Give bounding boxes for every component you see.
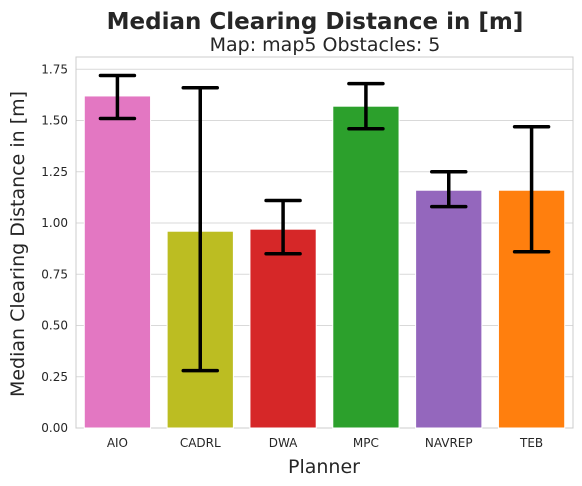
- chart-subtitle: Map: map5 Obstacles: 5: [210, 34, 441, 56]
- error-bar-navrep: [430, 170, 468, 209]
- y-gridlines: [76, 68, 573, 429]
- y-tick-label: 0.00: [41, 421, 68, 435]
- bar-dwa: [249, 228, 317, 429]
- y-tick-label: 0.75: [41, 267, 68, 281]
- bars: [83, 95, 566, 429]
- error-bar-dwa: [264, 198, 302, 256]
- x-axis-label: Planner: [288, 456, 360, 478]
- y-axis-label: Median Clearing Distance in [m]: [7, 91, 29, 397]
- x-tick-label: MPC: [353, 436, 379, 450]
- error-bar-teb: [512, 124, 551, 254]
- error-bar-cadrl: [181, 85, 219, 373]
- bar-navrep: [415, 189, 483, 429]
- x-tick-label: CADRL: [180, 436, 221, 450]
- error-bars: [98, 73, 551, 373]
- error-bar-aio: [98, 73, 137, 121]
- x-tick-label: TEB: [519, 436, 543, 450]
- y-tick-label: 1.50: [41, 114, 68, 128]
- error-bar-mpc: [347, 81, 385, 131]
- y-tick-label: 0.50: [41, 319, 68, 333]
- x-axis-ticks: AIO CADRL DWA MPC NAVREP TEB: [107, 436, 543, 450]
- bar-aio: [83, 95, 152, 429]
- plot-area: [75, 56, 574, 429]
- y-tick-label: 0.25: [41, 370, 68, 384]
- y-tick-label: 1.25: [41, 165, 68, 179]
- bar-mpc: [332, 105, 400, 429]
- y-tick-label: 1.75: [41, 62, 68, 76]
- x-tick-label: AIO: [107, 436, 128, 450]
- x-tick-label: NAVREP: [425, 436, 473, 450]
- y-tick-label: 1.00: [41, 216, 68, 230]
- chart-title: Median Clearing Distance in [m]: [107, 9, 524, 35]
- x-tick-label: DWA: [269, 436, 298, 450]
- y-axis-ticks: 0.00 0.25 0.50 0.75 1.00 1.25 1.50 1.75: [41, 62, 68, 435]
